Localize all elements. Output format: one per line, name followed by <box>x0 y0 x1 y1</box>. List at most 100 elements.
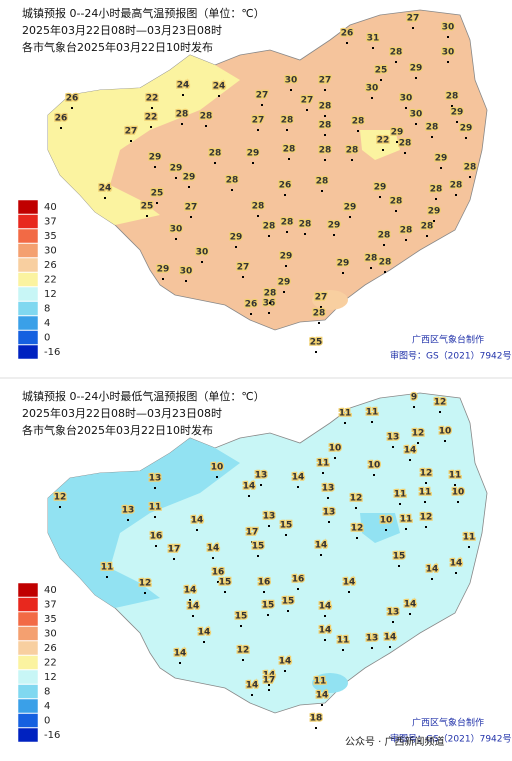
station-dot <box>334 457 336 459</box>
legend-label: 35 <box>44 614 57 625</box>
legend-label: 37 <box>44 600 57 611</box>
station-dot <box>242 659 244 661</box>
station-value: 29 <box>328 221 341 231</box>
station-value: 28 <box>226 176 239 186</box>
station-dot <box>404 152 406 154</box>
station-value: 14 <box>319 626 332 636</box>
station-dot <box>315 727 317 729</box>
station-dot <box>218 95 220 97</box>
legend-swatch <box>17 698 39 714</box>
station-value: 29 <box>157 265 170 275</box>
station-value: 30 <box>285 76 298 86</box>
station-value: 29 <box>344 203 357 213</box>
station-value: 13 <box>122 506 135 516</box>
station-dot <box>447 36 449 38</box>
station-dot <box>240 625 242 627</box>
station-dot <box>413 406 415 408</box>
station-value: 26 <box>55 114 68 124</box>
station-value: 28 <box>252 202 265 212</box>
station-value: 12 <box>420 469 433 479</box>
station-dot <box>455 572 457 574</box>
temp-zone <box>48 438 240 608</box>
station-value: 28 <box>426 123 439 133</box>
station-dot <box>235 246 237 248</box>
station-value: 25 <box>375 66 388 76</box>
legend-swatch <box>17 640 39 656</box>
station-dot <box>60 127 62 129</box>
station-dot <box>175 238 177 240</box>
station-value: 26 <box>341 29 354 39</box>
station-value: 24 <box>177 81 190 91</box>
legend-swatch <box>17 315 39 331</box>
station-value: 16 <box>212 568 225 578</box>
station-dot <box>146 215 148 217</box>
map-title: 城镇预报 0--24小时最低气温预报图（单位：℃） <box>22 389 265 403</box>
station-dot <box>342 649 344 651</box>
station-dot <box>324 615 326 617</box>
station-value: 10 <box>452 488 465 498</box>
station-dot <box>185 280 187 282</box>
legend-label: 4 <box>44 318 50 329</box>
station-dot <box>457 501 459 503</box>
station-dot <box>189 599 191 601</box>
legend-label: 26 <box>44 260 57 271</box>
station-value: 10 <box>329 444 342 454</box>
station-value: 14 <box>184 586 197 596</box>
legend-label: 40 <box>44 202 57 213</box>
station-dot <box>382 149 384 151</box>
station-dot <box>435 198 437 200</box>
station-value: 14 <box>243 482 256 492</box>
station-dot <box>424 501 426 503</box>
station-dot <box>155 545 157 547</box>
legend-swatch <box>17 228 39 244</box>
station-dot <box>346 42 348 44</box>
station-value: 22 <box>377 136 390 146</box>
station-value: 15 <box>235 612 248 622</box>
station-value: 28 <box>316 177 329 187</box>
station-value: 17 <box>246 528 259 538</box>
station-value: 11 <box>339 409 352 419</box>
station-dot <box>440 167 442 169</box>
station-value: 27 <box>301 96 314 106</box>
map-panel: 城镇预报 0--24小时最低气温预报图（单位：℃） 2025年03月22日08时—… <box>17 389 512 745</box>
station-value: 11 <box>337 636 350 646</box>
station-dot <box>392 621 394 623</box>
station-value: 27 <box>407 14 420 24</box>
station-dot <box>465 137 467 139</box>
station-dot <box>385 529 387 531</box>
station-value: 28 <box>352 117 365 127</box>
station-dot <box>373 474 375 476</box>
station-value: 24 <box>99 184 112 194</box>
station-value: 14 <box>187 602 200 612</box>
station-value: 11 <box>317 459 330 469</box>
station-value: 11 <box>463 533 476 543</box>
station-value: 25 <box>141 202 154 212</box>
station-dot <box>130 140 132 142</box>
legend-label: 22 <box>44 275 57 286</box>
station-value: 14 <box>450 559 463 569</box>
station-value: 12 <box>350 494 363 504</box>
station-dot <box>252 162 254 164</box>
station-dot <box>321 704 323 706</box>
station-dot <box>231 189 233 191</box>
legend-swatch <box>17 330 39 345</box>
station-dot <box>127 519 129 521</box>
station-dot <box>182 94 184 96</box>
station-dot <box>324 639 326 641</box>
station-dot <box>425 526 427 528</box>
station-value: 30 <box>180 267 193 277</box>
station-dot <box>297 486 299 488</box>
station-dot <box>455 194 457 196</box>
legend-label: 26 <box>44 643 57 654</box>
station-value: 26 <box>66 94 79 104</box>
station-dot <box>192 615 194 617</box>
legend-label: 0 <box>44 716 50 727</box>
station-value: 14 <box>207 544 220 554</box>
map-panel: 城镇预报 0--24小时最高气温预报图（单位：℃） 2025年03月22日08时—… <box>17 6 512 362</box>
station-value: 15 <box>252 542 265 552</box>
station-value: 15 <box>280 521 293 531</box>
station-value: 28 <box>319 102 332 112</box>
map-title: 各市气象台2025年03月22日10时发布 <box>22 423 213 437</box>
station-dot <box>285 534 287 536</box>
credit: 广西区气象台制作 <box>412 334 484 346</box>
